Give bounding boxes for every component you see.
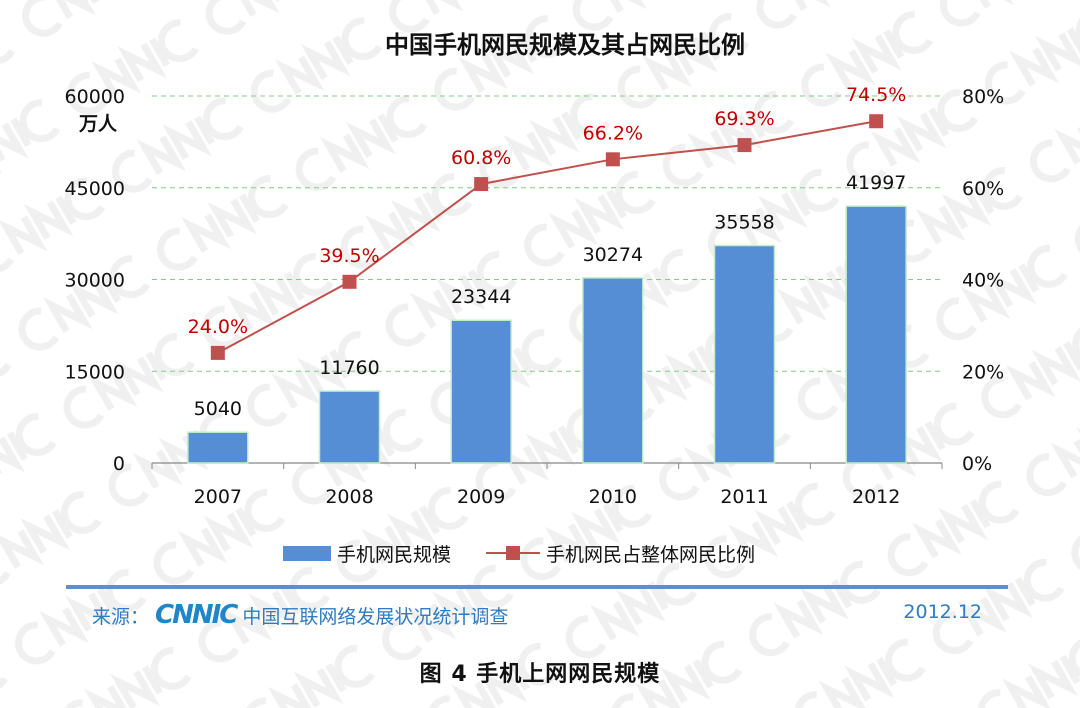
x-tick-label: 2011 <box>720 486 768 508</box>
legend-bar-swatch <box>283 546 331 561</box>
point-label: 74.5% <box>846 84 906 106</box>
x-tick-label: 2007 <box>194 486 242 508</box>
bar-label: 41997 <box>846 172 906 194</box>
y-right-tick: 40% <box>962 270 1004 292</box>
y-left-tick: 0 <box>113 453 125 475</box>
legend-line-marker <box>506 546 520 560</box>
series-line <box>217 120 877 354</box>
chart: 中国手机网民规模及其占网民比例 万人 5040 11760 23344 30274 35… <box>65 31 1005 566</box>
line-point <box>737 138 752 153</box>
cnnic-logo: CNNIC <box>155 600 238 630</box>
legend-bar-label: 手机网民规模 <box>337 544 451 566</box>
source-date: 2012.12 <box>903 601 982 623</box>
point-label: 69.3% <box>714 108 774 130</box>
source-text: 中国互联网络发展状况统计调查 <box>242 605 509 628</box>
x-tick-label: 2009 <box>457 486 505 508</box>
y-left-tick: 15000 <box>65 361 125 383</box>
x-tick-label: 2012 <box>852 486 900 508</box>
y-right-tick: 0% <box>962 453 992 475</box>
line-point <box>342 274 357 289</box>
bar <box>713 244 776 464</box>
footer-rule <box>66 585 1008 589</box>
chart-title: 中国手机网民规模及其占网民比例 <box>385 31 745 59</box>
point-label: 60.8% <box>451 147 511 169</box>
y-left-tick: 60000 <box>65 86 125 108</box>
bar-label: 5040 <box>194 398 242 420</box>
bar-label: 35558 <box>714 212 774 234</box>
y-right-tick: 60% <box>962 178 1004 200</box>
source-line: 来源： CNNIC 中国互联网络发展状况统计调查 <box>92 600 508 630</box>
legend-line-label: 手机网民占整体网民比例 <box>546 544 755 566</box>
y-left-unit: 万人 <box>78 113 118 135</box>
point-label: 24.0% <box>188 316 248 338</box>
line-point <box>869 114 884 129</box>
point-label: 66.2% <box>583 122 643 144</box>
bar <box>582 277 644 464</box>
y-right-tick: 80% <box>962 86 1004 108</box>
figure-caption: 图 4 手机上网网民规模 <box>419 662 661 687</box>
y-right-tick: 20% <box>962 361 1004 383</box>
point-label: 39.5% <box>319 245 379 267</box>
source-label: 来源： <box>92 605 150 628</box>
line-point <box>605 152 620 167</box>
y-left-tick: 45000 <box>65 178 125 200</box>
x-tick-label: 2008 <box>325 486 373 508</box>
bar <box>187 431 249 464</box>
bar-label: 23344 <box>451 286 511 308</box>
bar <box>845 205 907 464</box>
bar-label: 11760 <box>319 357 379 379</box>
line-point <box>210 345 225 360</box>
bar <box>450 319 512 464</box>
x-tick-label: 2010 <box>589 486 637 508</box>
line-point <box>474 177 489 192</box>
y-left-tick: 30000 <box>65 270 125 292</box>
bar <box>318 390 381 464</box>
bar-label: 30274 <box>583 244 643 266</box>
